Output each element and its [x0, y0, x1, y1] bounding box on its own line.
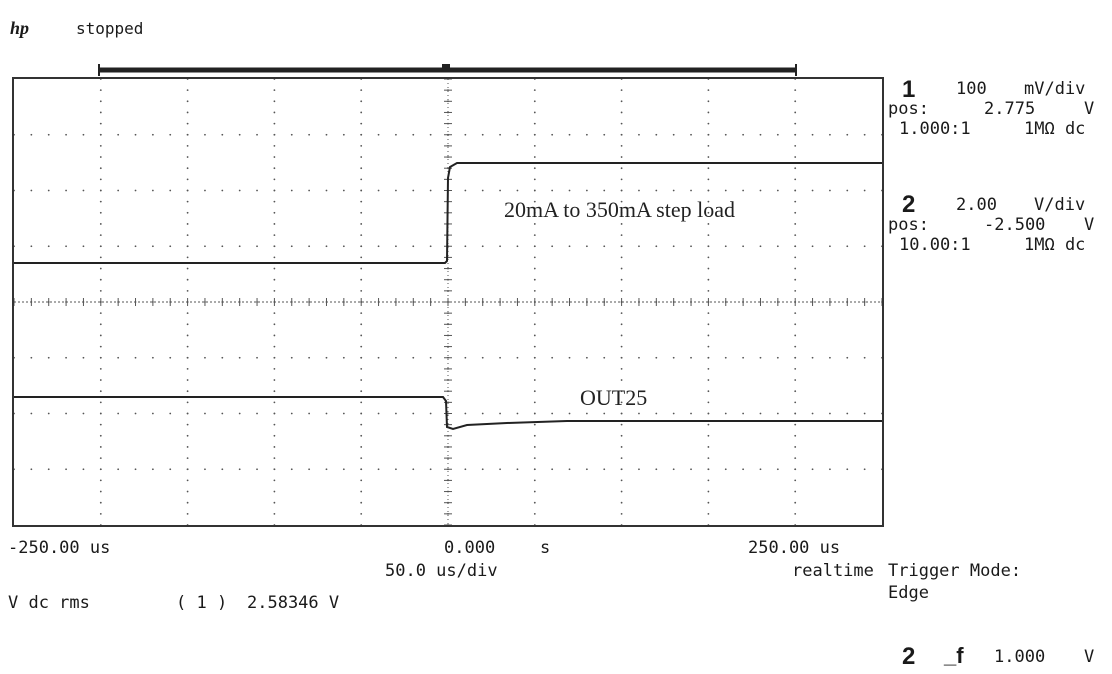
waveform-display [14, 79, 882, 525]
trigger-level-unit: V [1084, 647, 1095, 667]
trigger-mode-value[interactable]: Edge [888, 583, 929, 603]
trigger-level[interactable]: 1.000 [994, 647, 1046, 667]
measurement-channel: ( 1 ) [176, 593, 228, 613]
timebase-center-unit: s [540, 538, 551, 558]
channel-2-scale[interactable]: 2.00 [956, 195, 997, 215]
measurement-value: 2.58346 V [247, 593, 340, 613]
acquisition-mode[interactable]: realtime [792, 561, 874, 581]
channel-1-number[interactable]: 1 [902, 76, 916, 103]
channel-2-coupling[interactable]: 1MΩ dc [1024, 235, 1086, 255]
channel-1-coupling[interactable]: 1MΩ dc [1024, 119, 1086, 139]
channel-2-trace [14, 396, 882, 431]
channel-1-pos-unit: V [1084, 99, 1095, 119]
run-status: stopped [76, 19, 144, 38]
timebase-left: -250.00 us [8, 538, 111, 558]
channel-1-probe-ratio[interactable]: 1.000:1 [899, 119, 971, 139]
channel-1-pos-value[interactable]: 2.775 [984, 99, 1036, 119]
timebase-center[interactable]: 0.000 [444, 538, 496, 558]
channel-1-pos-label: pos: [888, 99, 929, 119]
channel-2-number[interactable]: 2 [902, 191, 916, 218]
output-annotation: OUT25 [580, 385, 648, 410]
channel-1-scale[interactable]: 100 [956, 79, 987, 99]
channel-2-pos-unit: V [1084, 215, 1095, 235]
channel-2-probe-ratio[interactable]: 10.00:1 [899, 235, 971, 255]
scope-screen[interactable]: 20mA to 350mA step load OUT25 [12, 77, 884, 527]
timebase-right: 250.00 us [748, 538, 841, 558]
hp-logo: hp [10, 18, 30, 38]
measurement-label: V dc rms [8, 593, 90, 613]
channel-2-scale-unit: V/div [1034, 195, 1086, 215]
channel-1-trace [14, 162, 882, 264]
rising-edge-icon: _f [944, 643, 964, 668]
channel-1-scale-unit: mV/div [1024, 79, 1086, 99]
timebase-scale[interactable]: 50.0 us/div [385, 561, 498, 581]
trigger-source[interactable]: 2 [902, 643, 916, 670]
channel-2-pos-label: pos: [888, 215, 929, 235]
trigger-mode-label: Trigger Mode: [888, 561, 1022, 581]
channel-2-pos-value[interactable]: -2.500 [984, 215, 1046, 235]
load-step-annotation: 20mA to 350mA step load [504, 197, 735, 222]
